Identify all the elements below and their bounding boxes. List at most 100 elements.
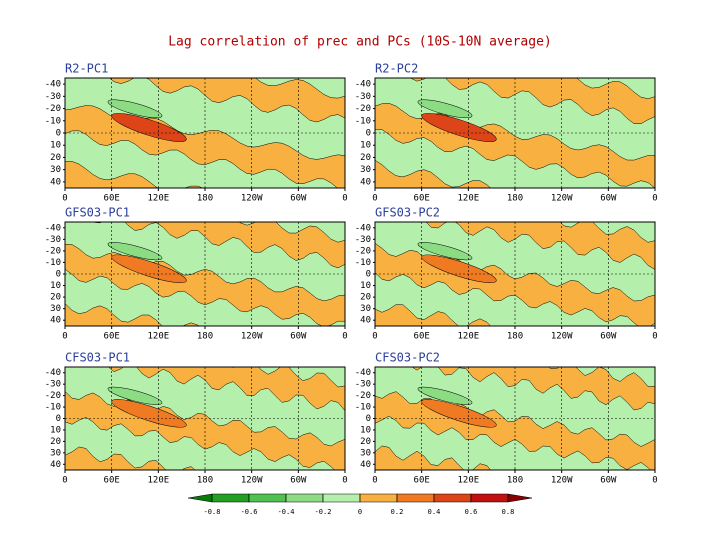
y-tick-label: -10 (45, 116, 61, 126)
y-tick-label: 0 (56, 129, 61, 139)
contour-fill (421, 399, 497, 428)
x-tick-label: 120W (551, 332, 573, 342)
contour-fill (108, 367, 345, 412)
contour-fill (65, 161, 204, 188)
x-tick-label: 180 (507, 194, 523, 204)
panel: GFS03-PC2 0 60E 120E 180 120W 60W 0 -40 -30-20 -10… (355, 206, 658, 342)
x-tick-label: 0 (372, 194, 377, 204)
x-tick-label: 180 (507, 332, 523, 342)
colorbar-end (507, 493, 533, 503)
colorbar-swatch (211, 493, 250, 503)
colorbar-swatch (470, 493, 509, 503)
y-tick-label: -40 (355, 368, 371, 378)
y-tick-label: 40 (50, 316, 61, 326)
y-tick-label: 30 (50, 165, 61, 175)
x-tick-label: 60E (414, 194, 430, 204)
y-tick-label: -30 (355, 235, 371, 245)
x-tick-label: 0 (62, 476, 67, 486)
contour-fill (421, 254, 497, 284)
x-tick-label: 60E (104, 332, 120, 342)
y-tick-label: 30 (50, 304, 61, 314)
y-tick-label: -40 (355, 223, 371, 233)
y-tick-label: 10 (50, 425, 61, 435)
contour-fill (375, 445, 517, 470)
y-tick-label: -30 (355, 92, 371, 102)
panel-title: CFS03-PC2 (375, 351, 440, 365)
x-tick-label: 60W (600, 476, 617, 486)
contour-fill (417, 242, 473, 261)
panel-title: R2-PC2 (375, 62, 418, 76)
y-tick-label: 40 (360, 177, 371, 187)
y-tick-label: 40 (50, 460, 61, 470)
x-tick-label: 120W (241, 194, 263, 204)
panel: CFS03-PC2 0 60E 120E 180 120W 60W 0 -40 -30-20 -10… (355, 351, 658, 486)
y-tick-label: -20 (45, 391, 61, 401)
colorbar-label: 0.4 (428, 508, 441, 516)
panel: GFS03-PC1 0 60E 120E 180 120W 60W 0 -40 -30-20 -10… (45, 206, 348, 342)
x-tick-label: 180 (507, 476, 523, 486)
x-tick-label: 60W (600, 332, 617, 342)
contour-fill (107, 99, 163, 119)
contour-fill (107, 242, 163, 261)
x-tick-label: 120E (147, 194, 169, 204)
x-tick-label: 60E (104, 476, 120, 486)
y-tick-label: 20 (360, 437, 371, 447)
x-tick-label: 0 (62, 194, 67, 204)
y-tick-label: -30 (355, 380, 371, 390)
y-tick-label: -20 (355, 246, 371, 256)
colorbar-end (187, 493, 213, 503)
y-tick-label: 30 (360, 448, 371, 458)
x-tick-label: 0 (342, 332, 347, 342)
x-tick-label: 0 (652, 194, 657, 204)
panel: CFS03-PC1 0 60E 120E 180 120W 60W 0 -40 -30-20 -10… (45, 351, 348, 486)
y-tick-label: 40 (360, 460, 371, 470)
y-tick-label: -10 (355, 403, 371, 413)
contour-fill (111, 254, 187, 284)
panel: R2-PC2 0 60E 120E 180 120W 60W 0 -40 -30 -20 -10 0 10… (355, 62, 658, 204)
y-tick-label: -20 (45, 104, 61, 114)
x-tick-label: 0 (652, 476, 657, 486)
y-tick-label: 20 (360, 293, 371, 303)
x-tick-label: 60E (414, 332, 430, 342)
contour-fill (109, 78, 345, 123)
colorbar-swatch (248, 493, 287, 503)
colorbar-swatch (285, 493, 324, 503)
y-tick-label: 10 (360, 425, 371, 435)
colorbar-swatch (396, 493, 435, 503)
x-tick-label: 120E (457, 194, 479, 204)
colorbar-label: -0.6 (241, 508, 258, 516)
colorbar-label: 0.2 (391, 508, 404, 516)
x-tick-label: 120E (457, 476, 479, 486)
contour-fill (65, 303, 200, 326)
colorbar-label: -0.4 (278, 508, 295, 516)
contour-fill (425, 222, 655, 270)
y-tick-label: -10 (355, 258, 371, 268)
panel: R2-PC1 0 60E 120E 180 120W 60W 0 -40 -30 -20 -10 0 10… (45, 62, 348, 204)
y-tick-label: 40 (360, 316, 371, 326)
colorbar: -0.8 -0.6 -0.4 -0.2 0 0.2 0.4 0.6 0.8 (187, 493, 533, 516)
y-tick-label: 10 (360, 141, 371, 151)
contour-fill (417, 386, 473, 405)
y-tick-label: 30 (360, 304, 371, 314)
contour-fill (65, 446, 196, 470)
colorbar-label: 0.8 (502, 508, 515, 516)
y-tick-label: -20 (355, 391, 371, 401)
panel-title: GFS03-PC1 (65, 206, 130, 220)
x-tick-label: 120E (457, 332, 479, 342)
y-tick-label: 20 (50, 153, 61, 163)
figure-title: Lag correlation of prec and PCs (10S-10N… (168, 35, 552, 50)
colorbar-swatch (359, 493, 398, 503)
contour-fill (107, 386, 163, 405)
y-tick-label: -10 (355, 116, 371, 126)
y-tick-label: -30 (45, 92, 61, 102)
y-tick-label: -30 (45, 235, 61, 245)
contour-fill (92, 222, 345, 269)
x-tick-label: 60W (600, 194, 617, 204)
x-tick-label: 120W (241, 332, 263, 342)
y-tick-label: 40 (50, 177, 61, 187)
x-tick-label: 60E (104, 194, 120, 204)
x-tick-label: 0 (62, 332, 67, 342)
y-tick-label: 0 (366, 270, 371, 280)
colorbar-label: 0.6 (465, 508, 478, 516)
